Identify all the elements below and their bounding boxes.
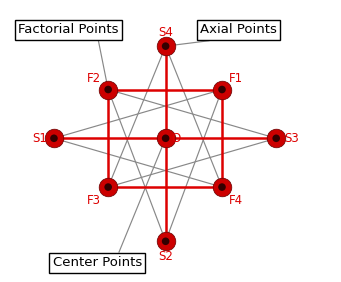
Text: F3: F3 — [87, 193, 101, 207]
Point — [219, 185, 225, 189]
Text: F1: F1 — [229, 72, 243, 85]
Point — [273, 136, 279, 140]
Text: S3: S3 — [284, 132, 299, 145]
Point — [219, 185, 225, 189]
Point — [163, 136, 168, 140]
Point — [51, 136, 57, 140]
Point — [105, 185, 111, 189]
Point — [163, 136, 168, 140]
Point — [163, 239, 168, 244]
Text: S1: S1 — [32, 132, 47, 145]
Point — [163, 44, 168, 49]
Text: F4: F4 — [229, 193, 243, 207]
Point — [163, 44, 168, 49]
Text: O: O — [172, 132, 181, 145]
Text: F2: F2 — [87, 72, 101, 85]
Point — [105, 185, 111, 189]
Point — [51, 136, 57, 140]
Text: S4: S4 — [158, 26, 173, 39]
Text: Factorial Points: Factorial Points — [18, 23, 118, 36]
Text: Axial Points: Axial Points — [200, 23, 277, 36]
Point — [219, 87, 225, 92]
Point — [105, 87, 111, 92]
Point — [273, 136, 279, 140]
Point — [105, 87, 111, 92]
Point — [163, 239, 168, 244]
Text: S2: S2 — [158, 250, 173, 263]
Text: Center Points: Center Points — [53, 256, 142, 270]
Point — [219, 87, 225, 92]
